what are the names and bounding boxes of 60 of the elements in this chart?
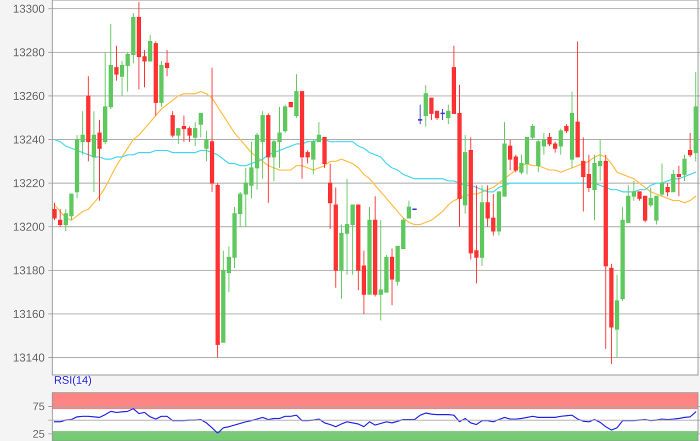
candlestick [609, 263, 614, 365]
candlestick [564, 124, 569, 134]
y-tick-label: 13160 [14, 310, 44, 318]
candlestick [676, 165, 682, 197]
candlestick [288, 102, 293, 108]
y-tick-label: 13300 [14, 4, 44, 13]
candlestick [614, 274, 620, 358]
candlestick [148, 34, 152, 62]
candlestick [373, 196, 378, 297]
candlestick [688, 132, 692, 158]
candlestick [682, 154, 687, 182]
y-tick-label: 13200 [14, 222, 44, 231]
candlestick [446, 104, 450, 125]
candlestick [604, 154, 608, 350]
candlestick [406, 200, 412, 218]
candlestick [294, 74, 299, 118]
y-tick-label: 25 [33, 430, 44, 438]
candlestick [198, 112, 203, 138]
candlestick [86, 76, 90, 162]
candlestick [170, 110, 175, 138]
candlestick [694, 71, 698, 162]
chart-title: RSI(14) [54, 376, 92, 386]
candlestick [418, 104, 422, 125]
y-tick-label: 13240 [14, 135, 44, 144]
candlestick [204, 130, 209, 162]
y-tick-label: 13140 [14, 354, 44, 362]
candlestick [328, 163, 332, 230]
candlestick [92, 110, 96, 192]
candlestick [52, 202, 57, 221]
candlestick [666, 182, 670, 197]
candlestick [159, 60, 164, 108]
candlestick [671, 170, 676, 192]
candlestick [390, 248, 394, 306]
candlestick [283, 104, 288, 134]
candlestick [570, 91, 574, 168]
candlestick [164, 50, 170, 77]
candlestick [322, 136, 327, 168]
candlestick [367, 206, 372, 295]
candlestick [334, 187, 338, 288]
candlestick [424, 84, 428, 127]
candlestick [660, 163, 664, 197]
candlestick [154, 40, 158, 116]
candlestick [440, 108, 445, 120]
y-tick-label: 13260 [14, 92, 44, 100]
y-tick-label: 13280 [14, 48, 44, 56]
candlestick [210, 67, 214, 192]
candlestick [193, 122, 198, 147]
candlestick [266, 112, 270, 204]
y-tick-label: 75 [33, 402, 44, 410]
candlestick [463, 134, 468, 214]
y-tick-label: 13220 [14, 179, 44, 188]
candlestick [114, 45, 119, 82]
candlestick [480, 184, 484, 266]
candlestick [576, 40, 580, 158]
candlestick [58, 208, 62, 228]
candlestick [216, 182, 220, 358]
candlestick [558, 128, 563, 156]
y-tick-label: 13180 [14, 266, 44, 274]
candlestick [176, 128, 180, 144]
candlestick [97, 119, 102, 202]
